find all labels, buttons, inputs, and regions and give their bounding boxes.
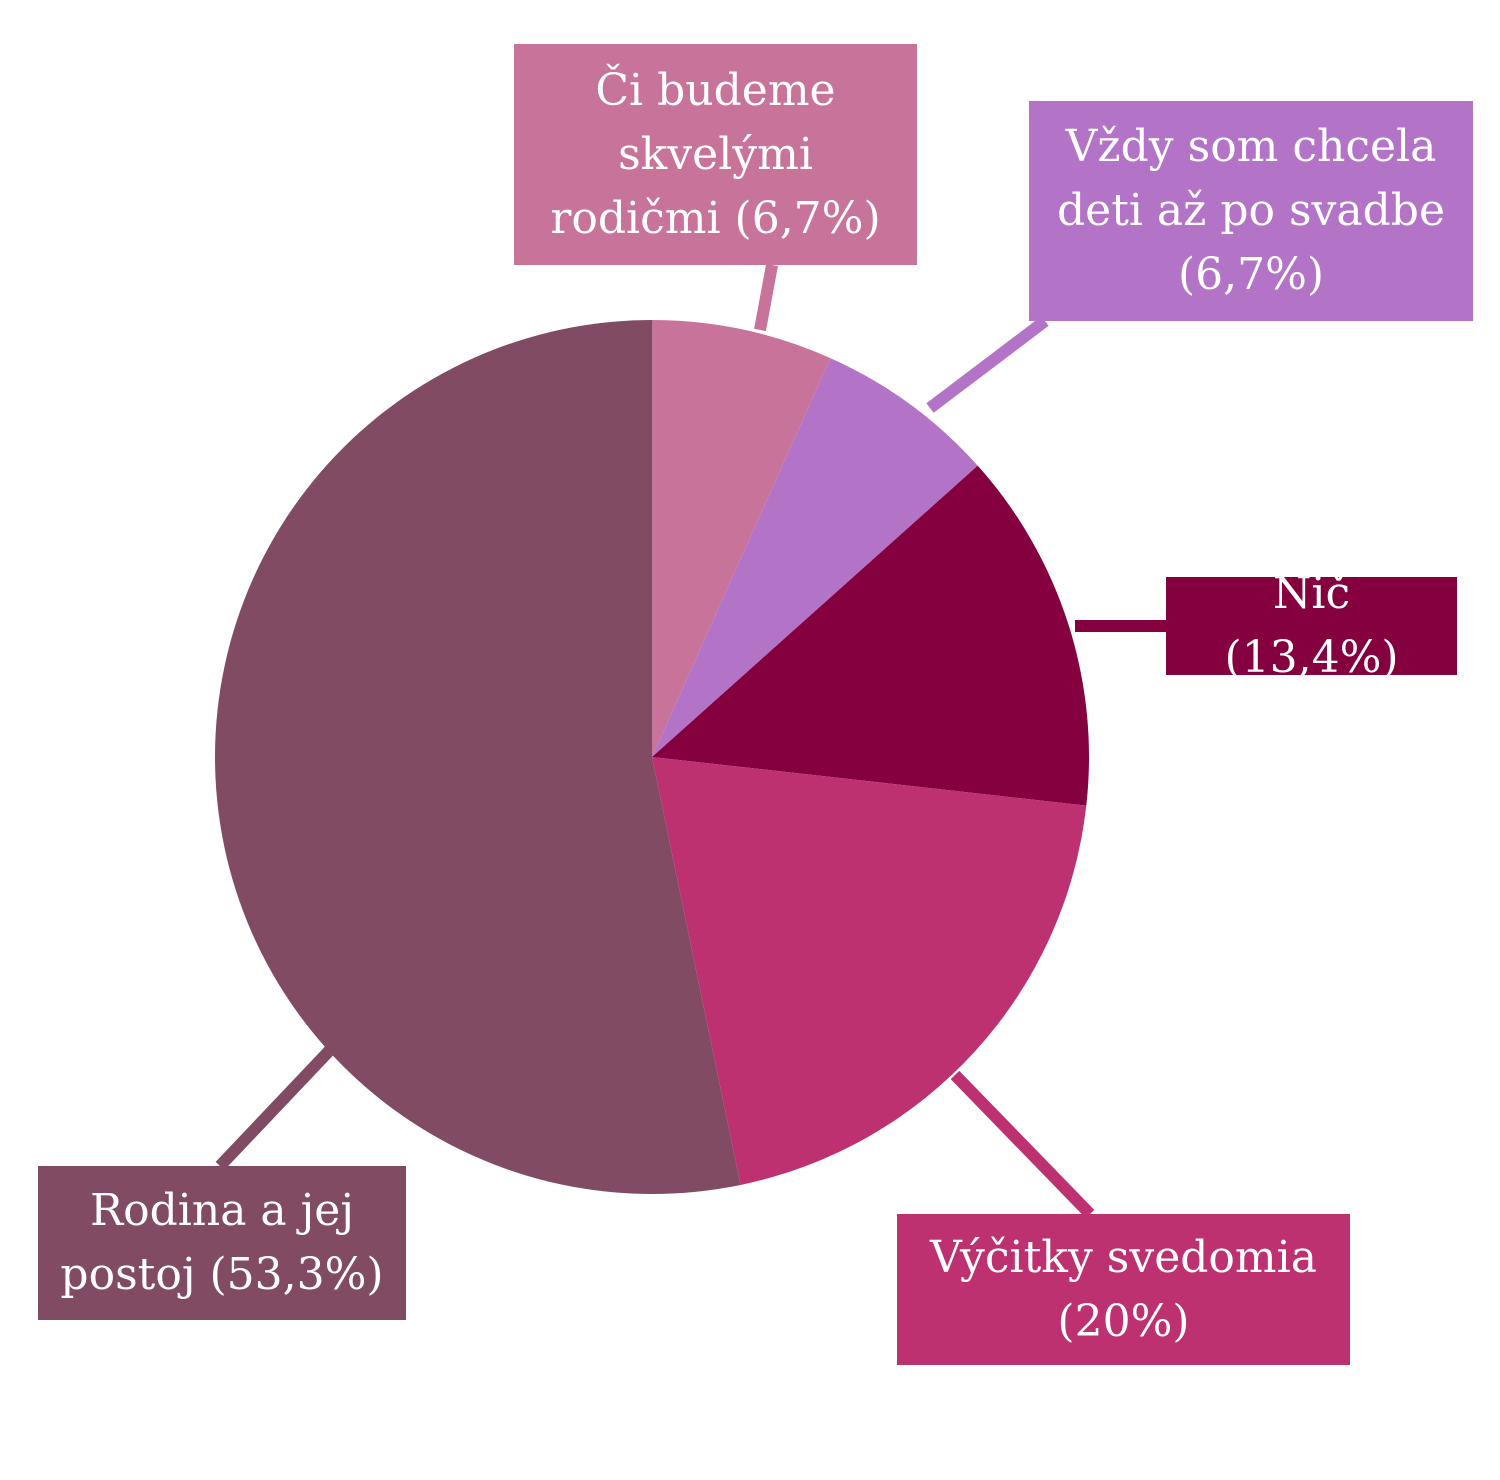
pie-slice [652,358,978,757]
slice-label: Nič (13,4%) [1166,568,1457,683]
leader-line [950,1070,1095,1219]
label-text: Výčitky svedomia (20%) [913,1226,1334,1354]
label-text: Vždy som chcela deti až po svadbe (6,7%) [1045,115,1457,307]
leader-line [215,1045,335,1171]
pie-slice [652,320,831,757]
value-label: (6,7%) [734,192,881,244]
value-label: (20%) [1057,1295,1190,1347]
leader-line [754,263,778,332]
category-name: Výčitky svedomia [930,1231,1317,1283]
pie-slice [652,465,1089,806]
slice-label: Výčitky svedomia (20%) [897,1214,1350,1365]
value-label: (13,4%) [1224,632,1399,683]
slice-label: Rodina a jej postoj (53,3%) [38,1166,406,1320]
category-name: Či budeme skvelými rodičmi [550,64,836,244]
pie-slice [652,757,1087,1185]
category-name: Rodina a jej postoj [60,1185,354,1300]
value-label: (53,3%) [209,1249,384,1300]
leader-line [926,316,1049,413]
pie-slice [214,320,741,1195]
category-name: Nič [1272,568,1351,619]
label-text: Nič (13,4%) [1182,562,1441,690]
label-text: Či budeme skvelými rodičmi (6,7%) [530,59,901,251]
slice-label: Či budeme skvelými rodičmi (6,7%) [514,44,917,265]
label-text: Rodina a jej postoj (53,3%) [54,1179,390,1307]
slice-label: Vždy som chcela deti až po svadbe (6,7%) [1029,101,1473,321]
value-label: (6,7%) [1177,249,1325,300]
category-name: Vždy som chcela deti až po svadbe [1056,121,1446,236]
